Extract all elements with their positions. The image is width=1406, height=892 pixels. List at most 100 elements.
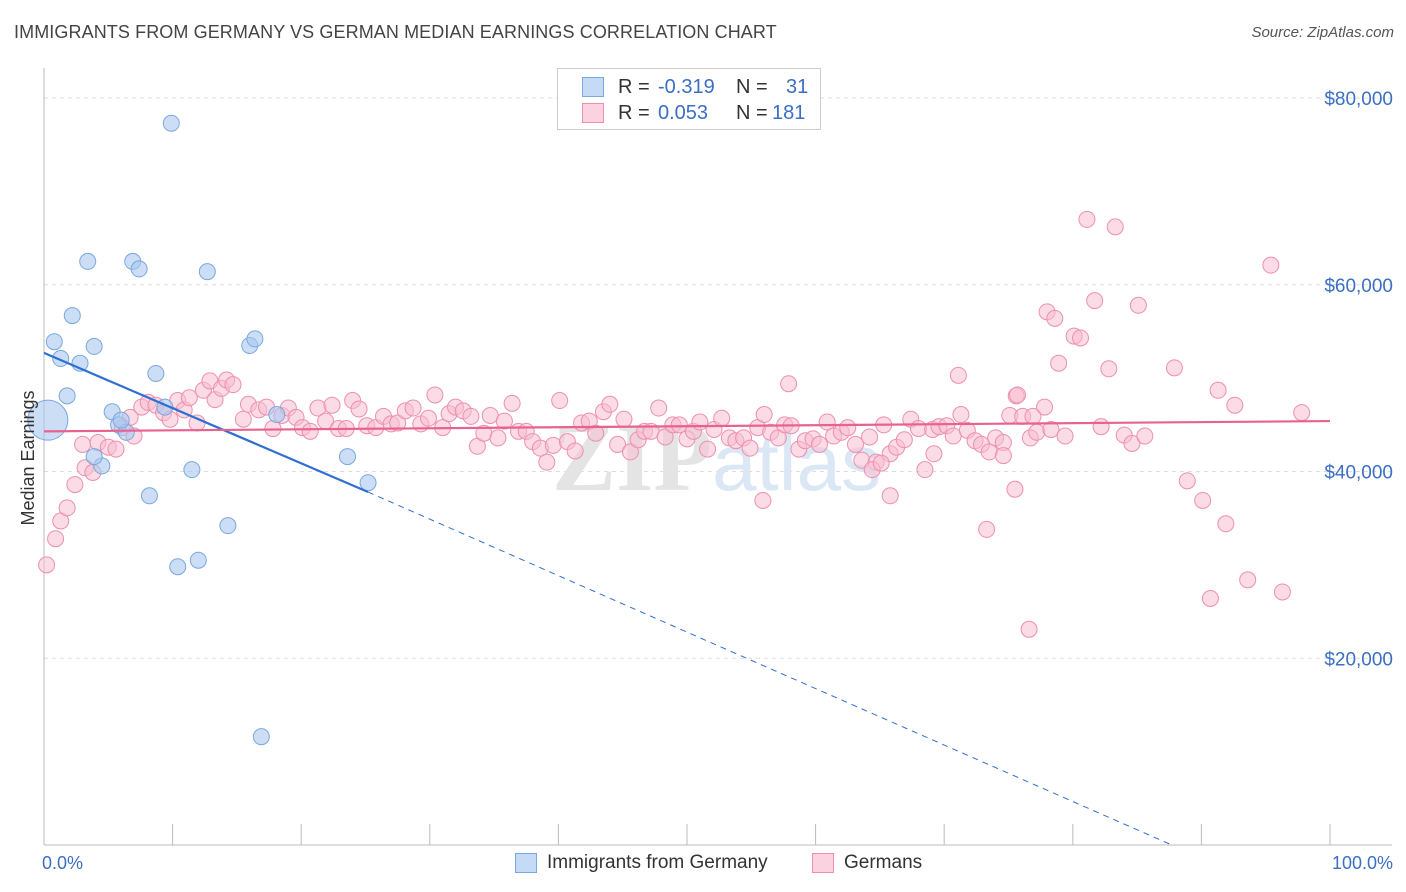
germans-point (1123, 434, 1141, 452)
germans-point (323, 396, 341, 414)
germans-point (949, 366, 967, 384)
germans-point (1201, 589, 1219, 607)
bottom-legend-swatch-blue (515, 853, 537, 873)
y-tick-label: $60,000 (1324, 276, 1393, 297)
legend-swatch-blue (582, 77, 604, 97)
immigrants-point (268, 406, 286, 424)
germans-point (601, 395, 619, 413)
immigrants-point (252, 728, 270, 746)
germans-point (1293, 404, 1311, 422)
source-label: Source: ZipAtlas.com (1251, 24, 1394, 41)
germans-point (1262, 256, 1280, 274)
germans-point (1006, 480, 1024, 498)
germans-point (1092, 418, 1110, 436)
germans-point (481, 406, 499, 424)
germans-point (566, 442, 584, 460)
germans-point (462, 407, 480, 425)
germans-point (895, 431, 913, 449)
germans-point (1078, 210, 1096, 228)
legend-n-value: 181 (772, 101, 806, 124)
bottom-legend-label: Immigrants from Germany (547, 852, 768, 873)
germans-point (74, 435, 92, 453)
legend-row-immigrants: R = -0.319 N = 31 (582, 74, 808, 100)
immigrants-point (338, 448, 356, 466)
germans-point (1239, 571, 1257, 589)
trend-lines (43, 351, 1331, 846)
immigrants-point (183, 461, 201, 479)
immigrants-trend-extension (367, 491, 1173, 846)
germans-point (670, 416, 688, 434)
germans-point (1100, 360, 1118, 378)
germans-points (38, 210, 1311, 638)
germans-point (1086, 292, 1104, 310)
germans-point (615, 410, 633, 428)
germans-point (234, 410, 252, 428)
germans-point (426, 386, 444, 404)
immigrants-point (130, 260, 148, 278)
germans-point (994, 447, 1012, 465)
germans-point (538, 453, 556, 471)
germans-point (1129, 296, 1147, 314)
germans-point (978, 520, 996, 538)
germans-point (1165, 359, 1183, 377)
legend-r-label: R = (618, 101, 650, 124)
immigrants-point (140, 487, 158, 505)
germans-point (925, 445, 943, 463)
germans-point (713, 409, 731, 427)
legend-r-value: 0.053 (658, 101, 709, 124)
y-axis-label: Median Earnings (18, 390, 38, 525)
gridlines (44, 97, 1392, 659)
germans-point (1050, 354, 1068, 372)
legend-row-germans: R = 0.053 N = 181 (582, 100, 805, 126)
x-tick-label-max: 100.0% (1332, 853, 1393, 873)
germans-point (916, 461, 934, 479)
germans-point (846, 435, 864, 453)
legend-swatch-pink (582, 103, 604, 123)
legend-r-label: R = (618, 75, 650, 98)
germans-point (754, 491, 772, 509)
germans-point (1136, 427, 1154, 445)
axes (43, 68, 1392, 846)
bottom-legend-germans[interactable]: Germans (812, 852, 922, 874)
bottom-legend-label: Germans (844, 852, 923, 873)
germans-point (1106, 218, 1124, 236)
immigrants-point (85, 448, 103, 466)
immigrants-trend-line (43, 351, 369, 494)
legend-n-label: N = (736, 101, 768, 124)
legend-r-value: -0.319 (658, 75, 715, 98)
bottom-legend-immigrants[interactable]: Immigrants from Germany (515, 852, 768, 874)
x-tick-label-min: 0.0% (42, 853, 83, 873)
germans-point (1020, 620, 1038, 638)
germans-point (1036, 398, 1054, 416)
germans-point (1056, 427, 1074, 445)
immigrants-point (198, 263, 216, 281)
germans-point (551, 392, 569, 410)
germans-point (872, 454, 890, 472)
y-tick-label: $20,000 (1324, 649, 1393, 670)
legend-n-label: N = (736, 75, 768, 98)
germans-point (38, 556, 56, 574)
legend-n-value: 31 (786, 75, 809, 98)
immigrants-point (169, 558, 187, 576)
germans-point (699, 440, 717, 458)
germans-point (1194, 491, 1212, 509)
germans-point (301, 422, 319, 440)
germans-point (1178, 472, 1196, 490)
y-tick-label: $80,000 (1324, 89, 1393, 110)
tick-labels: $20,000 $40,000 $60,000 $80,000 0.0% 100.0% (42, 89, 1393, 873)
immigrants-point (112, 411, 130, 429)
germans-point (952, 406, 970, 424)
stats-legend: R = -0.319 N = 31 R = 0.053 N = 181 (557, 68, 821, 130)
immigrants-point (189, 551, 207, 569)
germans-point (420, 409, 438, 427)
germans-point (839, 419, 857, 437)
germans-point (58, 499, 76, 517)
germans-trend-line (43, 419, 1331, 433)
germans-point (1072, 329, 1090, 347)
germans-point (944, 427, 962, 445)
germans-point (1209, 381, 1227, 399)
y-tick-label: $40,000 (1324, 463, 1393, 484)
germans-point (1046, 309, 1064, 327)
germans-point (404, 399, 422, 417)
germans-point (224, 376, 242, 394)
